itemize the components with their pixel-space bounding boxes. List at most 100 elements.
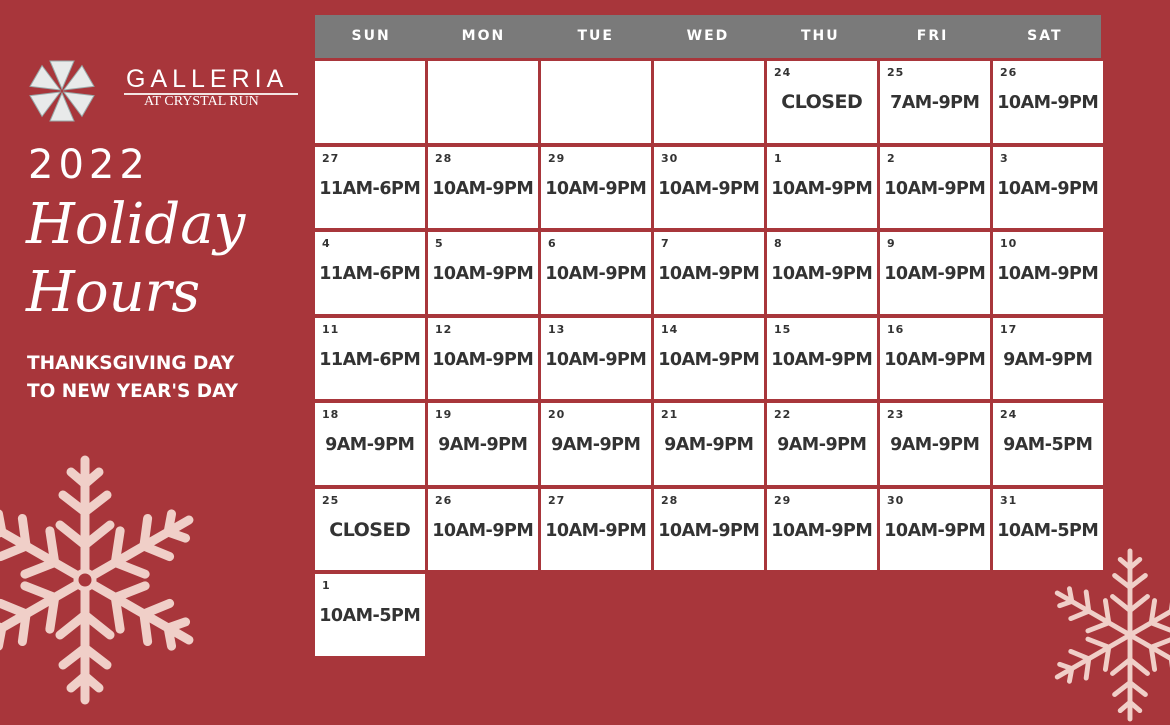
day-cell: 28 10AM-9PM	[428, 146, 538, 228]
day-number: 12	[435, 322, 453, 336]
day-number: 24	[1000, 408, 1018, 421]
day-number: 26	[1000, 66, 1018, 79]
day-cell: 12 10AM-9PM	[428, 317, 538, 399]
day-cell: 8 10AM-9PM	[767, 232, 877, 314]
day-cell: 16 10AM-9PM	[880, 317, 990, 399]
day-number: 27	[548, 493, 566, 507]
day-cell: 18 9AM-9PM	[315, 403, 425, 485]
day-cell: 1 10AM-5PM	[315, 574, 425, 656]
store-hours: 10AM-9PM	[884, 349, 986, 370]
day-number: 7	[661, 237, 670, 250]
store-hours: 10AM-9PM	[997, 93, 1099, 113]
empty-day-cell	[315, 61, 425, 143]
logo-divider	[124, 93, 298, 95]
subtitle-line-1: THANKSGIVING DAY	[27, 353, 235, 374]
store-hours: 10AM-9PM	[884, 264, 986, 284]
day-cell: 10 10AM-9PM	[993, 232, 1103, 314]
day-cell: 4 11AM-6PM	[315, 232, 425, 314]
day-number: 16	[887, 322, 905, 336]
store-hours: 9AM-9PM	[890, 435, 980, 455]
day-number: 19	[435, 408, 453, 421]
day-number: 10	[1000, 237, 1018, 250]
day-cell: 27 10AM-9PM	[541, 488, 651, 570]
day-number: 8	[774, 237, 783, 250]
store-hours: 10AM-9PM	[432, 264, 534, 284]
day-number: 11	[322, 322, 340, 336]
store-hours: 10AM-9PM	[771, 349, 873, 370]
day-number: 13	[548, 322, 566, 336]
day-number: 18	[322, 408, 340, 421]
day-number: 6	[548, 237, 557, 250]
store-hours: 10AM-9PM	[658, 178, 760, 199]
weekday-wed: WED	[686, 28, 730, 44]
day-cell: 13 10AM-9PM	[541, 317, 651, 399]
day-cell: 24 CLOSED	[767, 61, 877, 143]
day-cell: 30 10AM-9PM	[880, 488, 990, 570]
day-cell: 7 10AM-9PM	[654, 232, 764, 314]
day-number: 26	[435, 493, 453, 507]
day-number: 28	[661, 493, 679, 507]
weekday-sun: SUN	[351, 28, 391, 44]
day-number: 29	[774, 493, 792, 507]
day-cell: 9 10AM-9PM	[880, 232, 990, 314]
day-number: 27	[322, 151, 340, 165]
date-range-subtitle: THANKSGIVING DAY TO NEW YEAR'S DAY	[27, 350, 238, 406]
store-hours: 10AM-9PM	[432, 178, 534, 199]
day-number: 5	[435, 237, 444, 250]
store-hours: 9AM-9PM	[551, 435, 641, 455]
store-hours: 11AM-6PM	[319, 264, 421, 284]
day-number: 28	[435, 151, 453, 165]
snowflake-icon	[0, 455, 220, 710]
day-cell: 24 9AM-5PM	[993, 403, 1103, 485]
day-number: 3	[1000, 151, 1009, 165]
day-cell: 15 10AM-9PM	[767, 317, 877, 399]
weekday-thu: THU	[800, 28, 840, 44]
empty-day-cell	[541, 61, 651, 143]
day-cell: 25 CLOSED	[315, 488, 425, 570]
store-hours: 10AM-9PM	[997, 264, 1099, 284]
day-number: 25	[322, 493, 340, 507]
day-cell: 29 10AM-9PM	[541, 146, 651, 228]
store-hours: 11AM-6PM	[319, 178, 421, 199]
title-holiday: Holiday	[26, 192, 246, 257]
store-hours: 9AM-9PM	[325, 435, 415, 455]
weekday-header: SUN MON TUE WED THU FRI SAT	[315, 15, 1101, 58]
day-number: 1	[774, 151, 783, 165]
crystal-logo-icon	[29, 60, 95, 122]
calendar-grid: 24 CLOSED 25 7AM-9PM 26 10AM-9PM 27 11AM-6PM 28 1…	[315, 61, 1105, 656]
store-hours: 10AM-9PM	[658, 520, 760, 541]
store-hours: 11AM-6PM	[319, 349, 421, 370]
day-number: 1	[322, 579, 331, 592]
day-cell: 31 10AM-5PM	[993, 488, 1103, 570]
day-number: 29	[548, 151, 566, 165]
store-hours: 10AM-9PM	[771, 178, 873, 199]
day-number: 15	[774, 322, 792, 336]
day-cell: 5 10AM-9PM	[428, 232, 538, 314]
title-year: 2022	[28, 142, 150, 188]
store-hours: 10AM-9PM	[884, 178, 986, 199]
day-number: 17	[1000, 322, 1018, 336]
day-number: 14	[661, 322, 679, 336]
day-cell: 19 9AM-9PM	[428, 403, 538, 485]
store-hours: 10AM-9PM	[884, 520, 986, 541]
store-hours: 9AM-5PM	[1003, 435, 1093, 455]
day-cell: 14 10AM-9PM	[654, 317, 764, 399]
day-cell: 28 10AM-9PM	[654, 488, 764, 570]
day-number: 4	[322, 237, 331, 250]
day-cell: 11 11AM-6PM	[315, 317, 425, 399]
day-cell: 17 9AM-9PM	[993, 317, 1103, 399]
day-number: 22	[774, 408, 792, 421]
day-cell: 27 11AM-6PM	[315, 146, 425, 228]
day-number: 21	[661, 408, 679, 421]
store-hours: 10AM-9PM	[545, 178, 647, 199]
weekday-tue: TUE	[577, 28, 614, 44]
day-cell: 26 10AM-9PM	[993, 61, 1103, 143]
store-hours: 10AM-9PM	[997, 178, 1099, 199]
store-hours: 10AM-9PM	[545, 520, 647, 541]
weekday-fri: FRI	[916, 28, 949, 44]
day-cell: 25 7AM-9PM	[880, 61, 990, 143]
weekday-sat: SAT	[1027, 28, 1063, 44]
store-hours: 10AM-9PM	[432, 520, 534, 541]
day-cell: 30 10AM-9PM	[654, 146, 764, 228]
logo-subtitle: AT CRYSTAL RUN	[144, 94, 259, 109]
